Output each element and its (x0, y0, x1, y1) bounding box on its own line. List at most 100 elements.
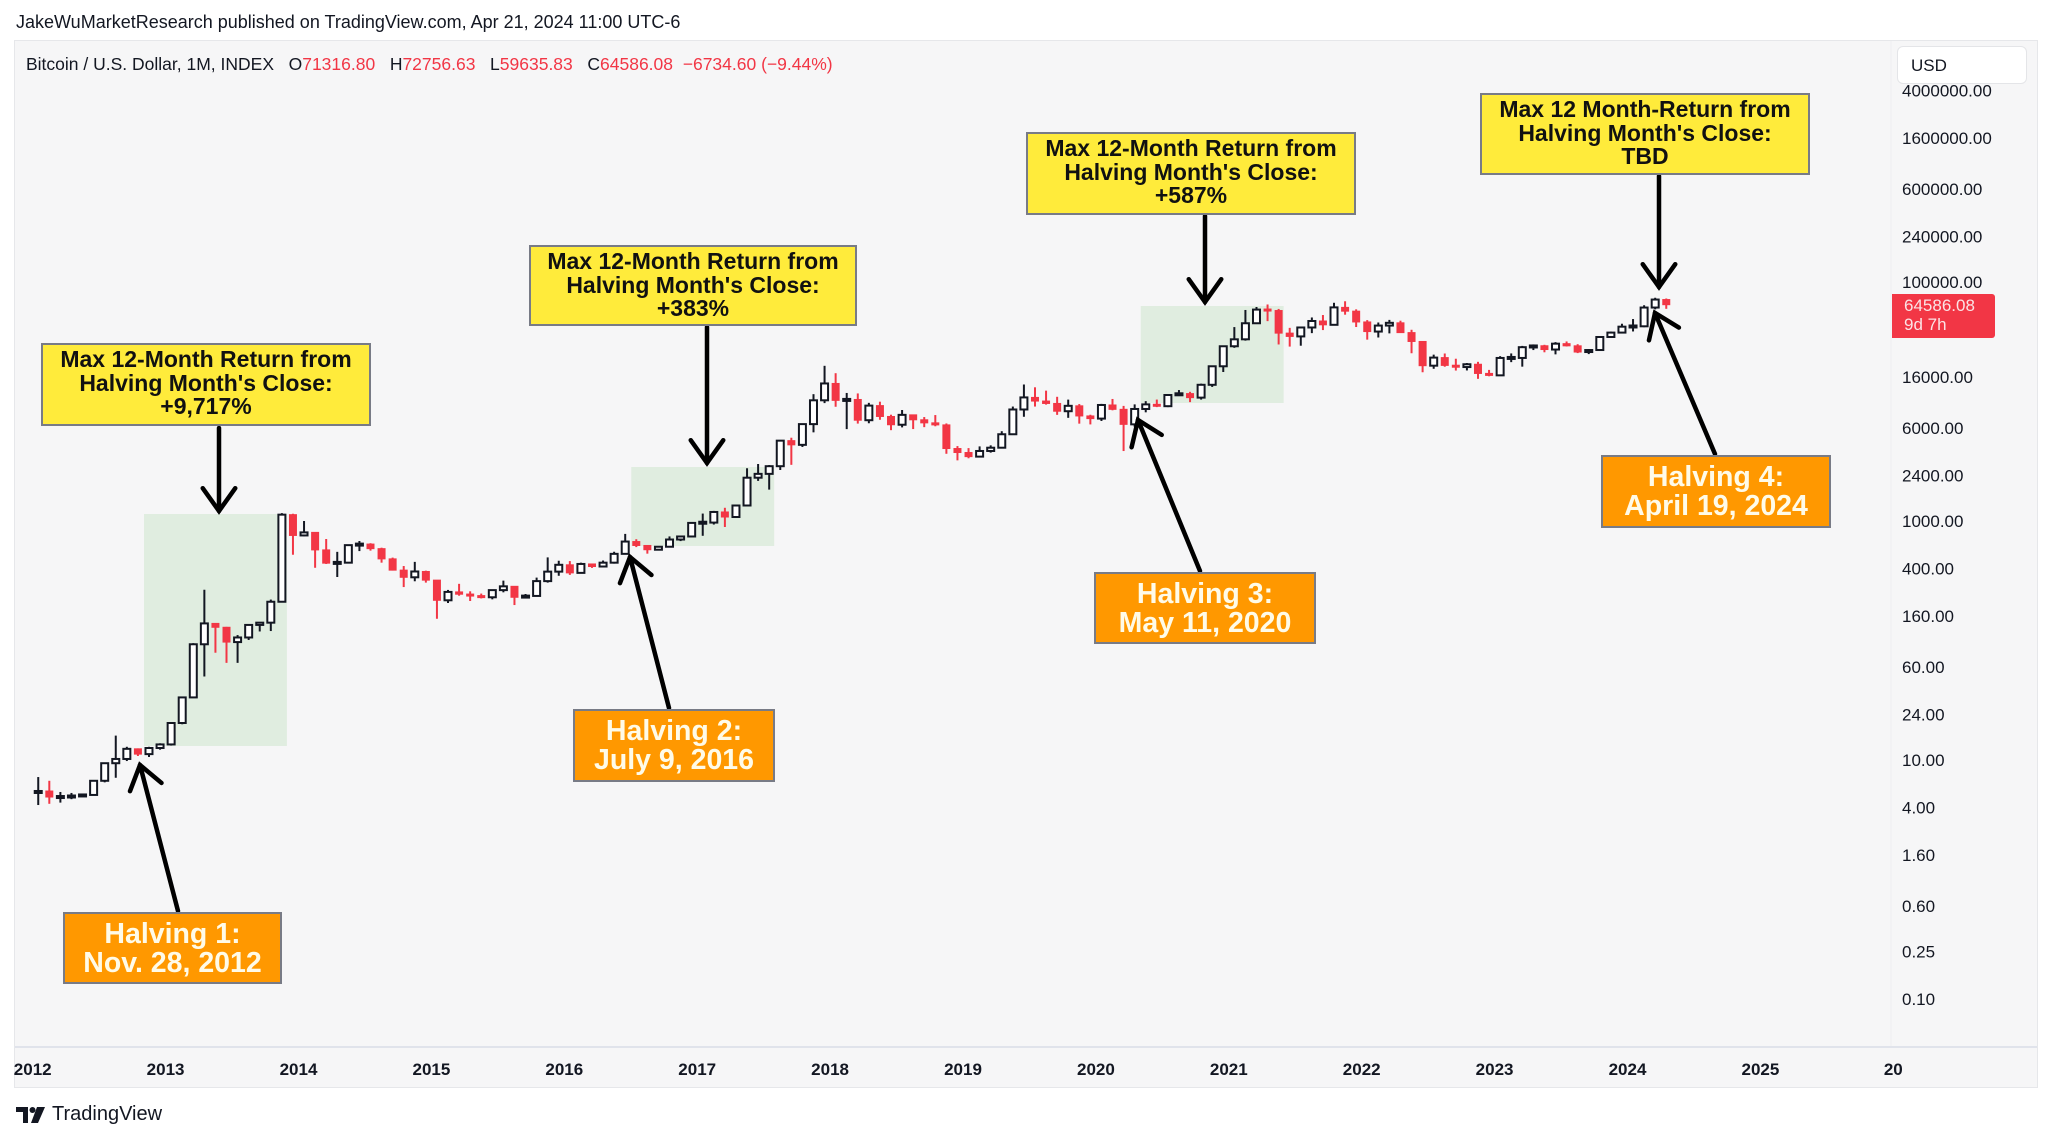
candle[interactable] (299, 521, 309, 537)
currency-button[interactable]: USD (1897, 46, 2027, 84)
candle[interactable] (1019, 384, 1029, 417)
halving-annotation-2[interactable]: Halving 2: July 9, 2016 (573, 709, 775, 782)
candle[interactable] (1042, 390, 1051, 405)
candle[interactable] (354, 541, 364, 552)
candle[interactable] (1274, 308, 1283, 345)
candle[interactable] (1196, 383, 1206, 400)
candle[interactable] (1318, 315, 1327, 331)
candle[interactable] (111, 735, 121, 778)
candle[interactable] (1307, 317, 1317, 334)
candle[interactable] (1617, 323, 1627, 334)
candle[interactable] (698, 513, 708, 536)
candle[interactable] (964, 448, 973, 459)
candle[interactable] (1119, 405, 1128, 452)
candle[interactable] (255, 621, 265, 632)
candle[interactable] (1473, 361, 1482, 379)
candle[interactable] (266, 599, 276, 632)
candle[interactable] (1329, 302, 1339, 326)
candle[interactable] (909, 414, 918, 430)
candle[interactable] (1528, 344, 1538, 351)
candle[interactable] (1008, 406, 1018, 436)
candle[interactable] (1639, 305, 1649, 328)
candle[interactable] (897, 409, 907, 428)
candle[interactable] (166, 721, 176, 746)
candle[interactable] (1218, 345, 1228, 373)
candle[interactable] (188, 643, 198, 699)
candle[interactable] (510, 585, 519, 606)
candle[interactable] (1174, 390, 1184, 397)
candle[interactable] (443, 589, 453, 603)
candle[interactable] (343, 544, 353, 564)
candle[interactable] (277, 513, 287, 603)
candle[interactable] (1053, 396, 1062, 415)
candle[interactable] (1130, 404, 1140, 427)
candle[interactable] (421, 570, 430, 583)
candle[interactable] (742, 468, 752, 507)
candle[interactable] (1662, 298, 1671, 309)
candle[interactable] (366, 543, 375, 551)
candle[interactable] (1451, 358, 1460, 371)
candle[interactable] (1628, 319, 1638, 332)
candle[interactable] (1030, 387, 1039, 407)
candle[interactable] (975, 446, 985, 458)
candle[interactable] (1285, 327, 1294, 347)
candle[interactable] (709, 510, 719, 525)
candle[interactable] (1384, 319, 1394, 334)
candle[interactable] (432, 579, 441, 619)
candle[interactable] (211, 622, 220, 653)
candle[interactable] (797, 423, 807, 447)
candle[interactable] (853, 393, 862, 424)
candle[interactable] (55, 791, 65, 803)
candle[interactable] (953, 446, 962, 461)
candle[interactable] (565, 561, 574, 575)
candle[interactable] (78, 793, 88, 798)
candle[interactable] (1606, 331, 1616, 338)
candle[interactable] (311, 531, 320, 568)
candle[interactable] (222, 626, 231, 663)
candle[interactable] (1506, 353, 1516, 363)
candle[interactable] (1595, 335, 1605, 352)
candle[interactable] (653, 545, 663, 551)
candle[interactable] (1141, 401, 1151, 413)
candle[interactable] (233, 635, 243, 663)
candle[interactable] (665, 536, 675, 548)
return-annotation-2[interactable]: Max 12-Month Return from Halving Month's… (529, 245, 857, 326)
candle[interactable] (1352, 309, 1361, 328)
candle[interactable] (1296, 326, 1306, 346)
candle[interactable] (864, 402, 874, 424)
candle[interactable] (1063, 399, 1073, 418)
candle[interactable] (1429, 354, 1439, 369)
candle[interactable] (1207, 365, 1217, 387)
candle[interactable] (1418, 340, 1427, 373)
candle[interactable] (521, 593, 531, 599)
candle[interactable] (1440, 353, 1449, 367)
candle[interactable] (1363, 320, 1372, 340)
candle[interactable] (377, 547, 386, 563)
candle[interactable] (177, 696, 187, 725)
candle[interactable] (643, 544, 652, 554)
candle[interactable] (1075, 404, 1084, 424)
candle[interactable] (466, 591, 475, 602)
return-annotation-3[interactable]: Max 12-Month Return from Halving Month's… (1026, 132, 1356, 215)
candle[interactable] (554, 560, 564, 576)
candle[interactable] (66, 792, 76, 800)
tradingview-logo[interactable]: TradingView (16, 1103, 162, 1126)
candle[interactable] (33, 777, 43, 806)
candle[interactable] (1263, 304, 1272, 322)
candle[interactable] (875, 401, 884, 420)
candle[interactable] (1186, 391, 1195, 403)
candle[interactable] (576, 562, 586, 574)
candle[interactable] (676, 535, 686, 542)
candle[interactable] (1251, 306, 1261, 325)
candle[interactable] (1341, 301, 1350, 315)
candle[interactable] (1584, 349, 1594, 355)
return-annotation-4[interactable]: Max 12 Month-Return from Halving Month's… (1480, 93, 1810, 175)
candle[interactable] (322, 538, 331, 564)
candle[interactable] (133, 748, 142, 757)
candle[interactable] (1229, 327, 1239, 348)
candle[interactable] (787, 437, 796, 465)
candle[interactable] (1562, 341, 1571, 347)
candle[interactable] (477, 593, 486, 599)
candle[interactable] (455, 583, 464, 596)
